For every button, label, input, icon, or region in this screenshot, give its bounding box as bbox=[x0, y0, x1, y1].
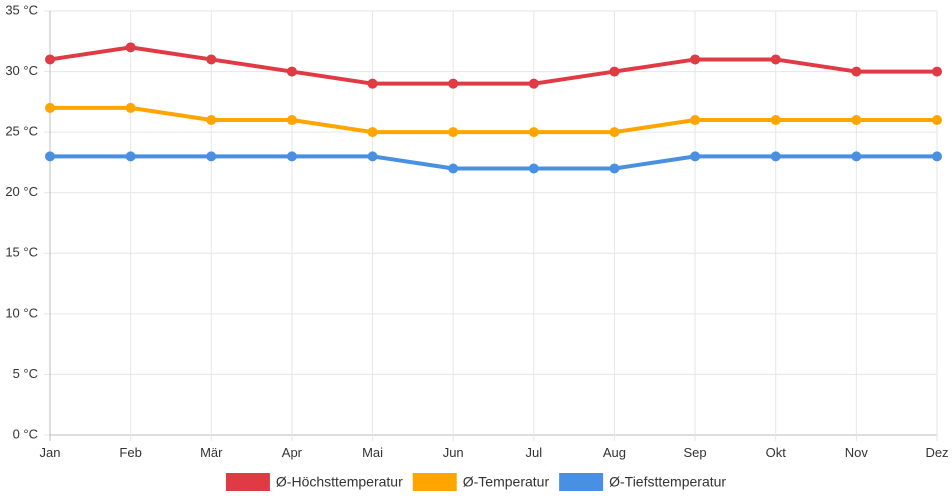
data-point[interactable] bbox=[286, 66, 297, 77]
data-point[interactable] bbox=[851, 115, 862, 126]
data-point[interactable] bbox=[286, 151, 297, 162]
legend-label: Ø-Tiefsttemperatur bbox=[609, 474, 726, 490]
series-line bbox=[48, 105, 939, 135]
x-tick-label: Sep bbox=[684, 445, 707, 460]
legend-swatch bbox=[225, 473, 270, 491]
data-point[interactable] bbox=[125, 102, 136, 113]
series-line bbox=[48, 45, 939, 86]
data-point[interactable] bbox=[448, 78, 459, 89]
y-tick-label: 35 °C bbox=[5, 2, 38, 17]
x-tick-label: Nov bbox=[845, 445, 869, 460]
data-point[interactable] bbox=[206, 54, 217, 65]
legend[interactable]: Ø-Höchsttemperatur Ø-Temperatur Ø-Tiefstte… bbox=[225, 473, 726, 491]
data-point[interactable] bbox=[528, 163, 539, 174]
x-tick-label: Dez bbox=[925, 445, 948, 460]
data-point[interactable] bbox=[690, 115, 701, 126]
series-1 bbox=[45, 102, 942, 138]
legend-item-0[interactable]: Ø-Höchsttemperatur bbox=[225, 473, 403, 491]
data-point[interactable] bbox=[206, 115, 217, 126]
data-point[interactable] bbox=[609, 66, 620, 77]
legend-item-2[interactable]: Ø-Tiefsttemperatur bbox=[559, 473, 726, 491]
data-point[interactable] bbox=[528, 78, 539, 89]
data-point[interactable] bbox=[609, 163, 620, 174]
x-axis: Jan Feb Mär Apr Mai Jun Jul Aug Sep Okt Nov Dez bbox=[40, 445, 949, 460]
grid-lines bbox=[44, 10, 938, 441]
series-2 bbox=[45, 151, 942, 174]
data-point[interactable] bbox=[367, 151, 378, 162]
data-point[interactable] bbox=[367, 127, 378, 138]
data-point[interactable] bbox=[125, 151, 136, 162]
legend-label: Ø-Temperatur bbox=[463, 474, 550, 490]
y-tick-label: 0 °C bbox=[13, 426, 38, 441]
data-point[interactable] bbox=[286, 115, 297, 126]
x-tick-label: Jun bbox=[443, 445, 464, 460]
data-point[interactable] bbox=[45, 151, 55, 162]
data-point[interactable] bbox=[770, 54, 781, 65]
data-point[interactable] bbox=[770, 115, 781, 126]
data-point[interactable] bbox=[528, 127, 539, 138]
data-point[interactable] bbox=[448, 127, 459, 138]
data-point[interactable] bbox=[367, 78, 378, 89]
data-point[interactable] bbox=[45, 102, 55, 113]
y-axis: 0 °C 5 °C 10 °C 15 °C 20 °C 25 °C 30 °C 35 °C bbox=[5, 2, 38, 441]
series-lines bbox=[45, 42, 942, 174]
x-tick-label: Okt bbox=[766, 445, 787, 460]
y-tick-label: 10 °C bbox=[5, 305, 38, 320]
x-tick-label: Jan bbox=[40, 445, 61, 460]
data-point[interactable] bbox=[690, 54, 701, 65]
data-point[interactable] bbox=[448, 163, 459, 174]
series-line bbox=[48, 154, 939, 171]
data-point[interactable] bbox=[932, 151, 942, 162]
data-point[interactable] bbox=[45, 54, 55, 65]
data-point[interactable] bbox=[206, 151, 217, 162]
x-tick-label: Aug bbox=[603, 445, 626, 460]
y-tick-label: 20 °C bbox=[5, 184, 38, 199]
data-point[interactable] bbox=[609, 127, 620, 138]
data-point[interactable] bbox=[690, 151, 701, 162]
x-tick-label: Apr bbox=[282, 445, 303, 460]
series-0 bbox=[45, 42, 942, 89]
legend-label: Ø-Höchsttemperatur bbox=[276, 474, 403, 490]
data-point[interactable] bbox=[932, 66, 942, 77]
data-point[interactable] bbox=[851, 66, 862, 77]
x-tick-label: Mai bbox=[362, 445, 383, 460]
y-tick-label: 15 °C bbox=[5, 245, 38, 260]
x-tick-label: Jul bbox=[526, 445, 543, 460]
data-point[interactable] bbox=[770, 151, 781, 162]
legend-swatch bbox=[559, 473, 604, 491]
x-tick-label: Feb bbox=[119, 445, 141, 460]
data-point[interactable] bbox=[125, 42, 136, 53]
data-point[interactable] bbox=[851, 151, 862, 162]
y-tick-label: 25 °C bbox=[5, 124, 38, 139]
data-point[interactable] bbox=[932, 115, 942, 126]
x-tick-label: Mär bbox=[200, 445, 223, 460]
legend-item-1[interactable]: Ø-Temperatur bbox=[412, 473, 550, 491]
y-tick-label: 5 °C bbox=[13, 366, 38, 381]
y-tick-label: 30 °C bbox=[5, 63, 38, 78]
legend-swatch bbox=[412, 473, 457, 491]
